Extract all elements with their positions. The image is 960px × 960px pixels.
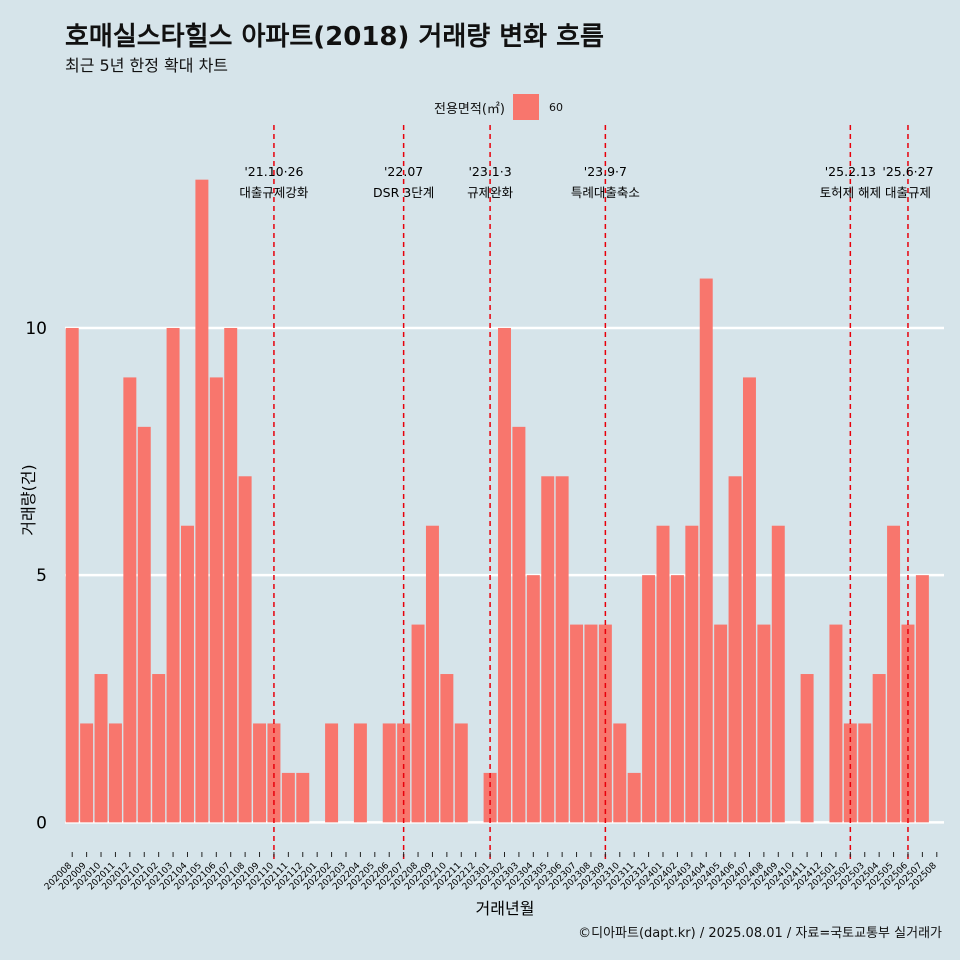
annotation-date: '22.07 bbox=[384, 164, 423, 179]
bar bbox=[238, 476, 252, 823]
bar bbox=[137, 426, 151, 823]
annotation-lines bbox=[273, 125, 909, 860]
legend-key-swatch bbox=[512, 94, 539, 120]
bar bbox=[670, 575, 684, 823]
bars-group bbox=[65, 179, 929, 823]
y-tick-label: 0 bbox=[36, 813, 47, 833]
bar bbox=[498, 327, 511, 823]
bar bbox=[123, 377, 137, 823]
bar bbox=[181, 525, 194, 823]
bar bbox=[267, 723, 281, 823]
chart-subtitle: 최근 5년 한정 확대 차트 bbox=[65, 56, 229, 75]
bar bbox=[152, 674, 166, 823]
bar bbox=[65, 327, 79, 823]
bar bbox=[714, 624, 728, 823]
bar bbox=[440, 674, 454, 823]
bar bbox=[613, 723, 627, 823]
annotation-text: 규제완화 bbox=[467, 185, 514, 200]
bar bbox=[425, 525, 439, 823]
bar bbox=[281, 772, 295, 823]
y-axis-ticks: 0 5 10 bbox=[25, 319, 47, 833]
annotation-text: 대출규제강화 bbox=[239, 185, 309, 200]
bar bbox=[94, 674, 108, 823]
bar bbox=[771, 525, 785, 823]
bar bbox=[642, 575, 656, 823]
chart-title: 호매실스타힐스 아파트(2018) 거래량 변화 흐름 bbox=[65, 22, 604, 52]
bar bbox=[570, 624, 584, 823]
bar bbox=[382, 723, 396, 823]
annotation-date: '23.9·7 bbox=[584, 164, 627, 179]
bar bbox=[584, 624, 598, 823]
annotation-date: '21.10·26 bbox=[244, 164, 303, 179]
annotation-text: DSR 3단계 bbox=[373, 185, 434, 200]
bar bbox=[512, 426, 526, 823]
x-axis-title: 거래년월 bbox=[476, 899, 535, 918]
bar bbox=[108, 723, 122, 823]
annotation-text: 대출규제 bbox=[885, 185, 931, 200]
bar bbox=[829, 624, 843, 823]
legend: 전용면적(㎡) 60 bbox=[434, 94, 563, 120]
annotation-text: 토허제 해제 bbox=[820, 185, 881, 200]
bar bbox=[627, 772, 641, 823]
bar bbox=[699, 278, 713, 823]
bar bbox=[224, 327, 238, 823]
annotation-date: '25.6·27 bbox=[882, 164, 933, 179]
bar bbox=[454, 723, 468, 823]
bar bbox=[166, 327, 180, 823]
bar bbox=[526, 575, 540, 823]
y-axis-title: 거래량(건) bbox=[19, 464, 38, 535]
source-caption: ©디아파트(dapt.kr) / 2025.08.01 / 자료=국토교통부 실… bbox=[578, 926, 942, 941]
annotation-labels: '21.10·26 대출규제강화 '22.07 DSR 3단계 '23.1·3 규제완화 '… bbox=[239, 164, 933, 200]
bar bbox=[353, 723, 367, 823]
annotation-date: '25.2.13 bbox=[825, 164, 876, 179]
bar bbox=[253, 723, 267, 823]
legend-entry-label: 60 bbox=[548, 100, 563, 114]
bar bbox=[742, 377, 756, 823]
bar bbox=[656, 525, 670, 823]
y-tick-label: 5 bbox=[36, 566, 47, 586]
bar bbox=[541, 476, 555, 823]
x-axis: 2020082020092020102020112020122021012021… bbox=[43, 852, 939, 892]
bar bbox=[209, 377, 223, 823]
bar bbox=[843, 723, 857, 823]
bar bbox=[296, 772, 310, 823]
bar bbox=[397, 723, 411, 823]
bar bbox=[195, 179, 209, 823]
bar bbox=[872, 674, 886, 823]
bar bbox=[411, 624, 425, 823]
bar bbox=[887, 525, 901, 823]
bar bbox=[325, 723, 339, 823]
bar bbox=[483, 772, 497, 823]
annotation-text: 특례대출축소 bbox=[571, 185, 640, 200]
annotation-date: '23.1·3 bbox=[468, 164, 511, 179]
bar bbox=[555, 476, 569, 823]
bar bbox=[685, 525, 699, 823]
bar bbox=[858, 723, 872, 823]
bar bbox=[757, 624, 771, 823]
legend-title: 전용면적(㎡) bbox=[434, 101, 505, 117]
bar bbox=[728, 476, 742, 823]
bar bbox=[915, 575, 929, 823]
y-tick-label: 10 bbox=[25, 319, 47, 339]
bar bbox=[800, 674, 814, 823]
bar bbox=[80, 723, 94, 823]
